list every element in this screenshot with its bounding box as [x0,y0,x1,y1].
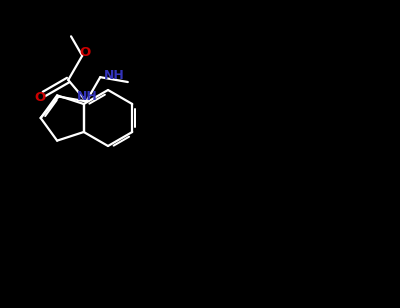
Text: O: O [34,91,46,104]
Text: NH: NH [104,69,125,82]
Text: NH: NH [76,90,97,103]
Text: O: O [80,46,91,59]
